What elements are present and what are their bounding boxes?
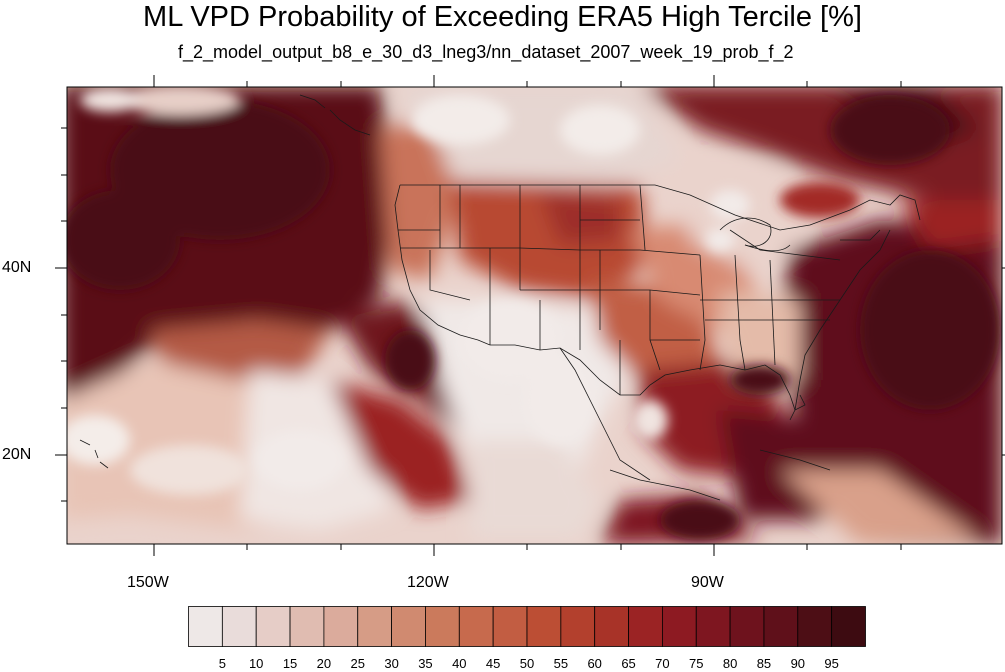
colorbar-label: 95 [824,656,839,671]
colorbar-label: 60 [587,656,602,671]
colorbar-swatch [357,606,392,647]
colorbar-swatch [255,606,291,647]
colorbar-swatch [492,606,528,647]
colorbar-label: 75 [689,656,704,671]
colorbar-swatch [391,606,426,647]
map-figure [55,75,1005,556]
colorbar-swatch [763,606,799,647]
colorbar-swatch [458,606,494,647]
colorbar-swatch [831,606,866,647]
map-title: ML VPD Probability of Exceeding ERA5 Hig… [143,1,862,33]
colorbar-swatch [797,606,833,647]
x-tick-label: 90W [691,574,724,591]
map-frame [55,75,1005,556]
colorbar-swatch [560,606,596,647]
colorbar-swatch [526,606,562,647]
colorbar-label: 25 [350,656,365,671]
map-subtitle: f_2_model_output_b8_e_30_d3_lneg3/nn_dat… [178,42,794,62]
colorbar-label: 10 [248,656,264,671]
colorbar-swatch [661,606,697,647]
x-tick-label: 120W [407,574,449,591]
colorbar-label: 50 [519,656,535,671]
colorbar-swatch [221,606,257,647]
colorbar-swatch [594,606,629,647]
colorbar-swatch [695,606,731,647]
x-tick-label: 150W [127,574,169,591]
colorbar-label: 45 [485,656,501,671]
colorbar-label: 90 [790,656,806,671]
colorbar-label: 15 [282,656,298,671]
colorbar-label: 65 [621,656,636,671]
colorbar-swatch [323,606,359,647]
colorbar-label: 55 [553,656,569,671]
political-boundaries [79,94,921,501]
probability-field [67,87,1002,544]
colorbar-label: 5 [218,656,226,671]
colorbar-swatch [289,606,325,647]
colorbar-swatch [628,606,663,647]
colorbar-swatch [188,606,223,647]
y-tick-label: 20N [2,446,32,463]
colorbar-swatch [729,606,765,647]
colorbar-swatch [425,606,460,647]
colorbar-label: 20 [316,656,332,671]
colorbar-label: 30 [384,656,399,671]
colorbar-label: 80 [722,656,738,671]
colorbar [188,606,866,647]
colorbar-label: 40 [452,656,467,671]
colorbar-label: 35 [418,656,433,671]
colorbar-label: 70 [655,656,670,671]
colorbar-label: 85 [756,656,772,671]
y-tick-label: 40N [2,259,32,276]
